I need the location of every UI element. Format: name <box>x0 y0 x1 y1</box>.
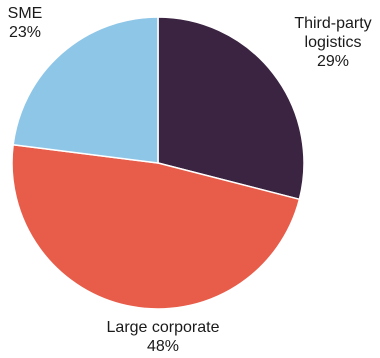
pie-labels: Third-party logistics 29% Large corporate 48… <box>8 5 372 355</box>
pie-slice-0 <box>157 16 305 201</box>
slice-name-label: Large corporate <box>107 319 220 336</box>
slice-percent-label: 29% <box>317 53 349 70</box>
slice-label-2: SME 23% <box>8 5 43 41</box>
slice-percent-label: 48% <box>147 338 179 355</box>
slice-label-0: Third-party logistics 29% <box>294 15 371 70</box>
pie-slice-2 <box>12 16 159 164</box>
slice-name-label: Third-party <box>294 15 371 32</box>
pie-slice-1 <box>11 143 301 310</box>
pie-slices <box>11 16 305 310</box>
slice-name-label: SME <box>8 5 43 22</box>
slice-name-label: logistics <box>305 34 362 51</box>
slice-label-1: Large corporate 48% <box>107 319 220 355</box>
slice-percent-label: 23% <box>9 24 41 41</box>
